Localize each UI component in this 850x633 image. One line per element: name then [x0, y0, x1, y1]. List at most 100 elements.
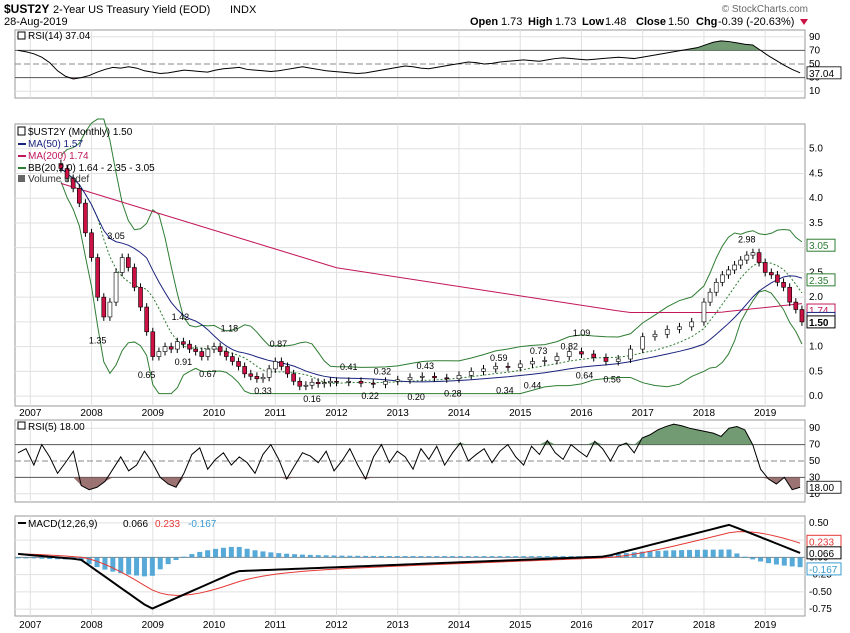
macd-histogram-bar: [758, 557, 764, 562]
macd-histogram-bar: [181, 556, 187, 558]
macd-histogram-bar: [726, 549, 732, 558]
ma50-line: [60, 168, 803, 383]
candle-body: [70, 178, 76, 189]
rsi-axis-tick: 10: [809, 489, 821, 500]
macd-histogram-bar: [560, 556, 566, 558]
year-label-price: 2012: [325, 408, 348, 419]
macd-histogram-bar: [189, 554, 195, 558]
candle-body: [493, 366, 499, 370]
rsi-value-badge: [806, 480, 842, 494]
rsi-value-badge: [806, 66, 842, 80]
price-annotation: 0.33: [254, 386, 272, 396]
candle-body: [248, 373, 254, 377]
year-label-bottom: 2011: [265, 620, 287, 631]
candle-body: [58, 163, 64, 169]
year-label-bottom: 2013: [387, 620, 410, 631]
macd-histogram-bar: [418, 556, 424, 558]
candle-body: [720, 274, 725, 283]
year-label-price: 2018: [693, 408, 716, 419]
macd-histogram-bar: [402, 556, 408, 558]
macd-histogram-bar: [268, 552, 274, 558]
open-label: Open: [470, 16, 498, 28]
macd-histogram-bar: [489, 556, 495, 558]
price-annotation: 1.18: [221, 324, 239, 334]
candle-body: [744, 254, 750, 261]
symbol-description: 2-Year US Treasury Yield (EOD): [53, 4, 210, 16]
candle-body: [383, 380, 388, 385]
watermark: © StockCharts.com: [722, 4, 808, 15]
macd-histogram-bar: [292, 554, 298, 558]
year-label-price: 2014: [448, 408, 471, 419]
macd-histogram-bar: [126, 557, 132, 575]
year-label-price: 2009: [142, 408, 165, 419]
macd-histogram-bar: [213, 548, 219, 558]
macd-axis-tick: 0.50: [809, 518, 829, 529]
macd-histogram-bar: [31, 557, 37, 559]
year-label-price: 2011: [265, 408, 287, 419]
candle-body: [701, 301, 707, 323]
price-axis-tick: 1.0: [809, 342, 823, 353]
macd-histogram-bar: [236, 546, 242, 558]
price-annotation: 0.28: [444, 388, 462, 398]
macd-histogram-bar: [339, 555, 345, 558]
candle-body: [205, 348, 211, 357]
rsi-axis-tick: 70: [809, 45, 821, 56]
rsi14-legend-text: RSI(14) 37.04: [28, 31, 91, 42]
price-annotation: 0.56: [603, 374, 621, 384]
year-label-bottom: 2008: [80, 620, 103, 631]
candle-body: [174, 341, 180, 350]
price-annotation: 0.41: [340, 362, 358, 372]
bb-middle-line: [60, 168, 803, 384]
candle-body: [236, 361, 241, 367]
macd-histogram-bar: [734, 553, 740, 558]
bb-lower-line: [60, 181, 803, 395]
price-annotation: 0.34: [496, 385, 514, 395]
candle-body: [456, 375, 462, 380]
price-legend: $UST2Y (Monthly) 1.50 MA(50) 1.57 MA(200…: [17, 126, 155, 185]
macd-histogram-bar: [394, 556, 400, 558]
rsi5-legend-text: RSI(5) 18.00: [28, 422, 85, 433]
ma200-line: [60, 182, 802, 313]
price-axis-tick: 2.5: [809, 267, 823, 278]
down-arrow-icon: [800, 19, 808, 25]
candle-legend-icon: [17, 126, 26, 136]
candle-body: [530, 361, 535, 365]
candle-body: [579, 351, 584, 355]
macd-legend-label: MACD(12,26,9): [28, 519, 97, 530]
price-annotation: 0.32: [374, 366, 392, 376]
candle-body: [272, 361, 278, 370]
exchange-label: INDX: [230, 4, 257, 16]
candle-body: [756, 252, 762, 263]
legend-marker-icon: [17, 31, 26, 40]
ma200-legend-text: MA(200) 1.74: [28, 151, 89, 162]
year-label-bottom: 2019: [754, 620, 777, 631]
macd-value-badge-text: 0.233: [809, 537, 834, 548]
price-value-badge-text: 1.50: [809, 318, 829, 329]
price-value-badge-text: 1.74: [809, 306, 829, 317]
rsi-axis-tick: 30: [809, 472, 821, 483]
price-annotation: 1.42: [172, 312, 190, 322]
macd-histogram-bar: [363, 555, 369, 558]
open-value: 1.73: [501, 16, 522, 28]
candle-body: [132, 267, 137, 288]
close-label: Close: [636, 16, 666, 28]
macd-histogram-bar: [552, 556, 558, 558]
high-value: 1.73: [555, 16, 576, 28]
candle-body: [315, 381, 321, 385]
macd-histogram-bar: [481, 556, 487, 558]
candle-body: [554, 356, 560, 361]
candle-body: [444, 377, 450, 380]
macd-histogram-bar: [781, 557, 787, 566]
candle-body: [162, 346, 168, 352]
candle-body: [726, 269, 731, 276]
year-label-price: 2008: [80, 408, 103, 419]
candle-body: [750, 252, 756, 256]
ma50-legend-text: MA(50) 1.57: [28, 139, 83, 150]
rsi-value-badge-text: 37.04: [809, 69, 834, 80]
candle-body: [144, 306, 149, 333]
candle-body: [468, 371, 474, 376]
macd-histogram-bar: [671, 550, 677, 558]
macd-histogram-bar: [679, 550, 685, 558]
candle-body: [64, 168, 70, 179]
price-annotation: 0.67: [199, 369, 217, 379]
